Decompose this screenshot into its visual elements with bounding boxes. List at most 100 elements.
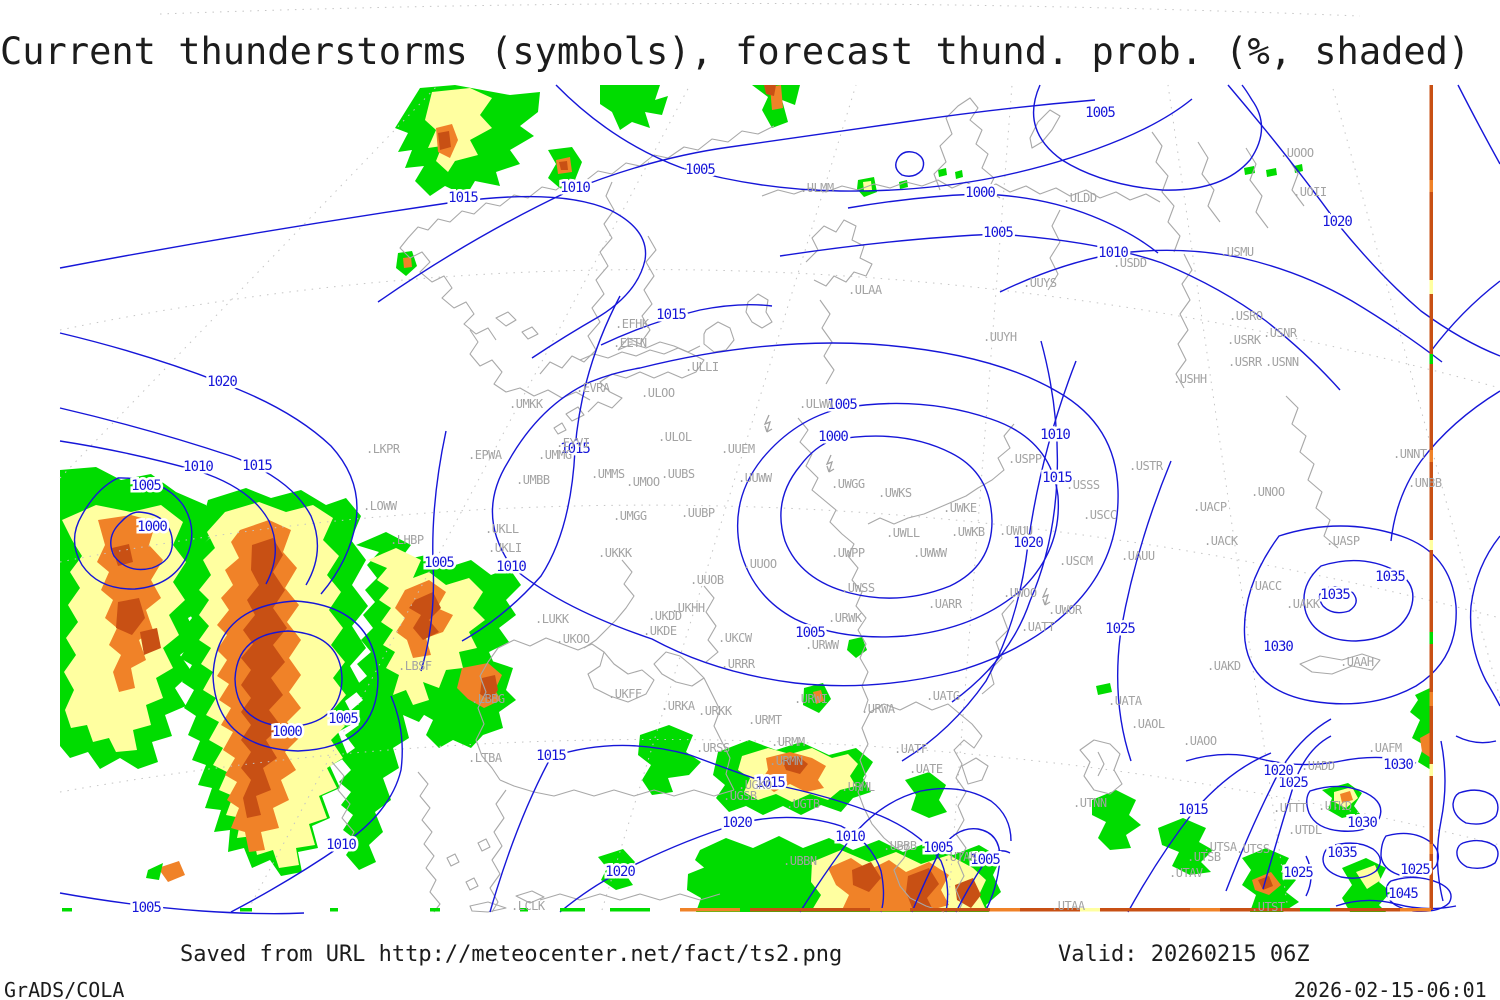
station-code-label: .UATA [1108,694,1143,708]
station-code-label: .UWLL [886,526,920,540]
station-code-label: .LBSF [398,659,432,673]
domain-edge-right [1429,192,1433,280]
isobar-label: 1025 [1278,775,1308,791]
station-code-label: .UTAV [1169,866,1203,880]
station-code-label: .EYVI [556,436,590,450]
coastline [703,677,735,791]
coastline [495,311,517,327]
isobar-contour [1306,785,1382,832]
isobar-label: 1015 [1042,470,1072,486]
shade-region-red [1258,876,1273,890]
station-code-label: .ULOL [658,430,692,444]
station-code-label: .UBBB [883,839,917,853]
station-code-label: .UKDD [648,609,682,623]
domain-edge-bottom [1020,908,1080,912]
isobar-label: 1015 [448,190,478,206]
isobar-label: 1010 [496,559,526,575]
isobar-contour [1335,899,1457,910]
isobar-label: 1035 [1327,845,1357,861]
isobar-contour [951,340,1059,703]
isobar-contour [780,435,993,599]
isobar-contour [59,195,647,359]
isobar-contour [895,151,925,177]
shade-region-orange [1420,732,1431,758]
valid-time-text: Valid: 20260215 06Z [1058,942,1310,967]
station-code-label: .UUBS [661,467,695,481]
shade-region-red [241,538,287,818]
coastline [797,417,869,713]
station-code-label: .URKK [698,704,733,718]
isobar-contour [736,402,1060,638]
shade-region-red [438,131,451,150]
isobar-contour [999,249,1443,363]
isobar-label: 1010 [560,180,590,196]
isobar-label: 1005 [328,711,358,727]
station-code-label: .URWK [828,611,863,625]
isobar-label: 1005 [923,840,953,856]
coastline [1175,253,1193,389]
station-code-label: .URWW [805,638,840,652]
isobar-label: 1000 [137,519,167,535]
isobar-label: 1035 [1375,569,1405,585]
coastline [1151,131,1181,253]
coastline [469,329,591,401]
generator-text: GrADS/COLA [4,978,125,1000]
isobar-contour [901,360,1077,762]
domain-edge-bottom [1330,908,1400,912]
isobar-contour [1322,842,1381,879]
coastline [857,711,945,913]
source-url-text: Saved from URL http://meteocenter.net/fa… [180,942,843,967]
station-code-label: .UACP [1193,500,1227,514]
coastline-layer [331,97,1381,913]
isobar-contour [1243,525,1457,705]
isobar-contour [1457,84,1500,165]
isobar-label: 1000 [965,185,995,201]
domain-edge-bottom [150,908,158,912]
station-code-label: .ULLI [685,360,719,374]
station-code-label: .EPWA [468,448,503,462]
domain-edge-right [1429,450,1433,462]
coastline [1285,395,1339,549]
thunderstorm-symbol-layer [763,414,1051,606]
coastline [867,423,1015,525]
domain-edge-right [1429,354,1433,364]
station-code-label: .UNNT [1393,447,1427,461]
station-code-label: .UUBP [681,506,715,520]
coastline [515,890,545,904]
isobar-label: 1005 [970,852,1000,868]
isobar-contour [559,816,885,913]
station-code-label: .UKOO [556,632,590,646]
coastline [1245,147,1269,229]
domain-edge-right [1429,644,1433,692]
station-code-label: .USHH [1173,372,1207,386]
station-code-label: .USSS [1066,478,1100,492]
domain-edge-bottom [330,908,338,912]
isobar-label: 1035 [1320,587,1350,603]
isobar-label: 1020 [605,864,635,880]
shade-region-orange [158,861,185,882]
station-code-label: .UACC [1248,579,1282,593]
shade-region-green [955,170,963,179]
coastline [497,637,655,703]
graticule-line [159,2,1361,17]
coastline [331,761,355,847]
shade-region-green [146,863,163,880]
isobar-contour [1456,839,1499,870]
isobar-label: 1020 [1013,535,1043,551]
station-code-label: .UKDE [643,624,677,638]
station-code-label: .UKHH [671,601,705,615]
station-label-layer: .ULMM .ULDD .UOOO .UOII .USMU .USDD .ULAA .UUYS… [363,146,1442,914]
station-code-label: .URMT [748,713,782,727]
station-code-label: .UUOO [743,557,777,571]
coastline [1047,209,1061,291]
coastline [477,838,491,852]
station-code-label: .UNOO [1251,485,1285,499]
isobar-contour [1305,855,1312,897]
station-code-label: .UAFM [1368,741,1402,755]
station-code-label: .ULDD [1063,191,1097,205]
isobar-label: 1030 [1263,639,1293,655]
shade-region-orange [1340,791,1353,803]
domain-edge-bottom [1080,908,1100,912]
isobar-contour [234,630,343,728]
